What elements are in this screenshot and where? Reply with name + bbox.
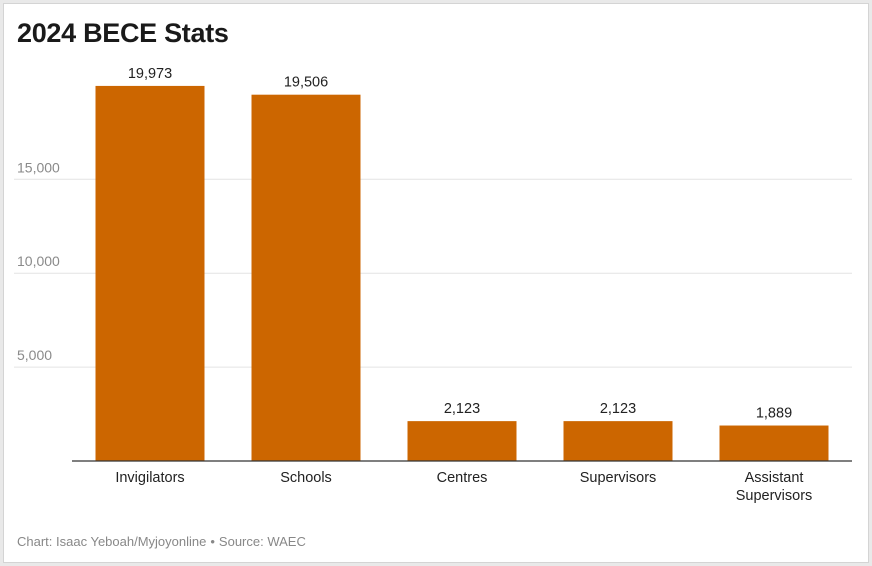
chart-card: 2024 BECE Stats 5,000 10,000 15,000 19,973 I… [3, 3, 869, 563]
bar [563, 421, 673, 461]
bar [719, 425, 829, 461]
x-tick-label: Supervisors [736, 488, 813, 504]
data-label: 2,123 [444, 401, 480, 417]
y-tick-label: 5,000 [17, 347, 52, 363]
x-tick-label: Supervisors [580, 470, 657, 486]
x-tick-label: Centres [437, 470, 488, 486]
data-label: 19,506 [284, 75, 328, 91]
x-tick-label: Assistant [745, 470, 804, 486]
data-label: 1,889 [756, 406, 792, 422]
bar [407, 421, 517, 461]
bar [95, 85, 205, 461]
chart-title: 2024 BECE Stats [17, 18, 229, 48]
data-label: 2,123 [600, 401, 636, 417]
x-tick-label: Schools [280, 470, 332, 486]
bar [251, 94, 361, 462]
x-tick-label: Invigilators [115, 470, 184, 486]
y-tick-label: 15,000 [17, 159, 60, 175]
credit-text: Chart: Isaac Yeboah/Myjoyonline [17, 534, 207, 549]
y-tick-label: 10,000 [17, 253, 60, 269]
source-text: Source: WAEC [218, 534, 306, 549]
bar-chart: 5,000 10,000 15,000 19,973 Invigilators 19,50… [14, 66, 852, 504]
chart-footer: Chart: Isaac Yeboah/Myjoyonline • Source: … [17, 534, 306, 549]
data-label: 19,973 [128, 66, 172, 82]
footer-separator: • [210, 534, 215, 549]
